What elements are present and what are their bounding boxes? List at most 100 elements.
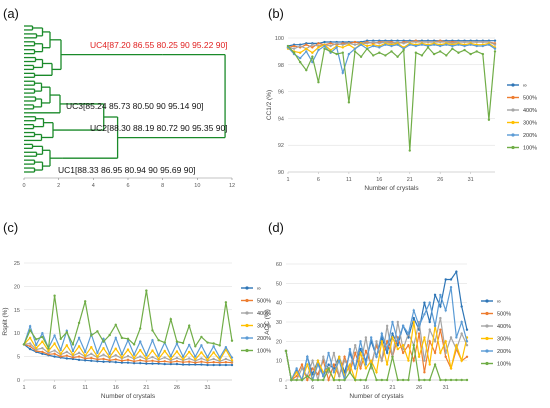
data-point: [428, 328, 431, 331]
data-point: [385, 378, 389, 382]
data-point: [487, 43, 491, 46]
data-point: [343, 359, 346, 362]
data-point: [114, 347, 117, 350]
data-point: [306, 363, 309, 366]
data-point: [305, 47, 308, 50]
data-point: [145, 360, 148, 363]
x-tick-label: 26: [437, 177, 443, 183]
legend-marker: [511, 95, 515, 100]
data-point: [59, 348, 62, 352]
data-point: [348, 363, 352, 366]
data-point: [187, 324, 191, 327]
data-point: [420, 43, 424, 46]
data-point: [53, 355, 56, 358]
data-point: [396, 378, 399, 382]
data-point: [375, 355, 378, 358]
x-tick-label: 16: [113, 385, 119, 391]
data-point: [423, 371, 426, 374]
legend-marker: [485, 361, 489, 366]
x-axis-title: Number of crystals: [101, 393, 156, 400]
x-tick-label: 6: [53, 385, 56, 391]
data-point: [83, 357, 87, 360]
data-point: [311, 55, 314, 58]
data-point: [396, 344, 399, 347]
data-point: [157, 357, 160, 361]
legend-marker: [485, 324, 489, 328]
data-point: [132, 356, 136, 360]
legend-label: 100%: [497, 362, 511, 368]
data-point: [433, 351, 437, 355]
data-point: [327, 371, 330, 374]
data-point: [327, 351, 330, 355]
data-point: [347, 101, 351, 104]
legend: ∞ 500% 400% 300% 200% 100%: [241, 286, 271, 355]
data-point: [359, 43, 363, 46]
data-point: [407, 359, 410, 362]
data-point: [230, 339, 234, 342]
data-point: [451, 47, 454, 50]
data-point: [200, 360, 203, 363]
data-point: [306, 374, 309, 378]
data-point: [414, 51, 418, 54]
data-point: [169, 317, 173, 321]
data-point: [102, 346, 105, 350]
data-point: [126, 337, 130, 341]
data-point: [35, 343, 38, 347]
y-tick-label: 90: [278, 170, 284, 176]
data-point: [194, 363, 197, 366]
x-tick-label: 31: [204, 385, 210, 391]
data-point: [139, 355, 142, 358]
data-point: [412, 359, 415, 362]
data-point: [230, 356, 234, 359]
data-point: [71, 343, 75, 346]
data-point: [181, 363, 185, 366]
data-point: [120, 336, 124, 340]
data-point: [391, 320, 394, 324]
data-point: [151, 349, 154, 352]
data-point: [414, 44, 418, 48]
data-point: [329, 44, 332, 48]
panel-label-c: (c): [3, 220, 18, 235]
data-point: [187, 363, 191, 366]
data-point: [290, 378, 293, 382]
data-point: [341, 51, 344, 54]
data-point: [218, 358, 221, 362]
data-point: [460, 305, 463, 308]
data-point: [449, 378, 453, 382]
x-tick-label: 1: [22, 385, 25, 391]
data-point: [417, 355, 421, 358]
legend-label: 200%: [523, 133, 537, 139]
x-tick-label: 6: [126, 183, 129, 189]
data-point: [77, 336, 81, 340]
data-point: [126, 354, 130, 358]
data-point: [444, 355, 447, 358]
y-tick-label: 20: [14, 284, 20, 290]
data-point: [469, 43, 472, 46]
data-point: [200, 351, 203, 354]
data-point: [327, 367, 330, 370]
data-point: [90, 359, 93, 363]
data-point: [71, 356, 75, 359]
data-point: [311, 378, 314, 382]
data-point: [385, 363, 389, 366]
data-point: [218, 356, 221, 359]
data-point: [181, 355, 185, 358]
data-point: [316, 359, 320, 362]
data-point: [493, 43, 497, 46]
y-tick-label: 50: [276, 281, 282, 287]
series-100%: [284, 344, 469, 382]
dendrogram-panel: 0 2 4 6 8 10 12 UC4[87.20 86.55 80.25 90 95.22 …: [22, 25, 235, 189]
data-point: [90, 352, 93, 355]
data-point: [449, 278, 453, 281]
data-point: [306, 378, 309, 382]
data-point: [390, 50, 393, 53]
data-point: [306, 355, 309, 358]
series-100%: [286, 44, 497, 152]
data-point: [338, 378, 341, 382]
data-point: [108, 333, 111, 337]
data-point: [327, 363, 330, 366]
data-point: [139, 361, 142, 365]
data-point: [311, 43, 314, 46]
legend-label: 400%: [257, 311, 271, 317]
